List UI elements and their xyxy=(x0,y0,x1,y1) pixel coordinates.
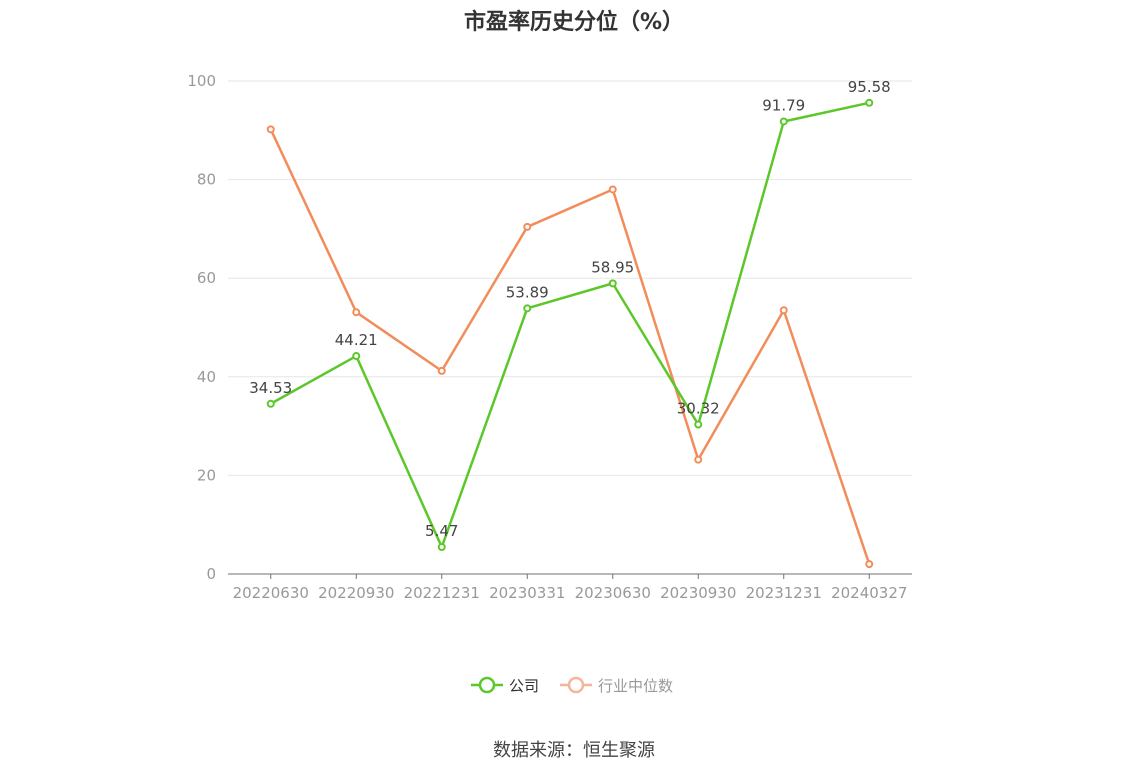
legend-marker-0 xyxy=(478,676,496,694)
y-tick-label: 80 xyxy=(197,171,216,189)
data-point xyxy=(523,222,532,231)
series-line-1 xyxy=(269,128,871,565)
x-tick-label: 20230930 xyxy=(660,584,736,602)
legend-label-0: 公司 xyxy=(509,677,539,695)
data-label: 34.53 xyxy=(249,379,292,397)
data-point xyxy=(779,306,788,315)
x-tick-label: 20230630 xyxy=(575,584,651,602)
data-point xyxy=(865,98,874,107)
data-point xyxy=(266,399,275,408)
data-source: 数据来源：恒生聚源 xyxy=(493,740,655,761)
series-line-0 xyxy=(270,101,870,549)
y-tick-label: 0 xyxy=(206,565,216,583)
data-label: 44.21 xyxy=(335,331,378,349)
x-tick-label: 20220630 xyxy=(233,584,309,602)
y-tick-label: 40 xyxy=(197,368,216,386)
chart-title: 市盈率历史分位（%） xyxy=(463,10,685,35)
data-point xyxy=(266,125,275,134)
data-point xyxy=(694,455,703,464)
x-tick-label: 20240327 xyxy=(831,584,907,602)
data-label: 58.95 xyxy=(591,258,634,276)
data-point xyxy=(352,352,361,361)
data-label: 53.89 xyxy=(506,283,549,301)
data-point xyxy=(865,560,874,569)
legend-label-1: 行业中位数 xyxy=(598,677,673,695)
x-tick-label: 20231231 xyxy=(746,584,822,602)
data-label: 95.58 xyxy=(848,78,891,96)
data-label: 91.79 xyxy=(762,96,805,114)
legend-marker-1 xyxy=(567,676,585,694)
data-point xyxy=(523,304,532,313)
y-tick-label: 20 xyxy=(197,466,216,484)
y-tick-label: 60 xyxy=(197,269,216,287)
y-tick-label: 100 xyxy=(187,72,216,90)
x-tick-label: 20230331 xyxy=(489,584,565,602)
x-tick-label: 20220930 xyxy=(318,584,394,602)
data-point xyxy=(608,279,617,288)
data-point xyxy=(352,308,361,317)
data-label: 30.32 xyxy=(677,400,720,418)
x-tick-label: 20221231 xyxy=(404,584,480,602)
data-point xyxy=(608,185,617,194)
data-point xyxy=(437,543,446,552)
data-point xyxy=(694,420,703,429)
data-point xyxy=(779,117,788,126)
data-point xyxy=(437,366,446,375)
data-label: 5.47 xyxy=(425,522,458,540)
